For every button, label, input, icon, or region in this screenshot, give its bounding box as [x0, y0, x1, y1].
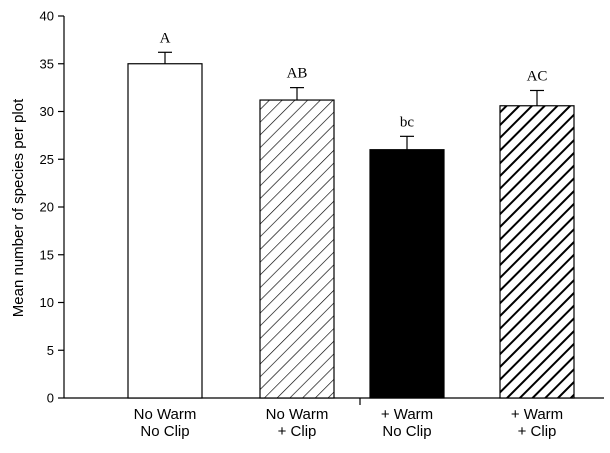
category-label: + Warm	[381, 406, 433, 423]
bar	[499, 105, 575, 399]
y-tick-label: 30	[40, 104, 54, 119]
significance-label: A	[160, 30, 171, 46]
category-label: + Clip	[278, 423, 317, 440]
category-label: No Clip	[140, 423, 189, 440]
bar-group: AC + Warm+ Clip	[499, 68, 575, 440]
y-tick-label: 40	[40, 9, 54, 24]
category-label: + Clip	[518, 423, 557, 440]
y-tick-label: 15	[40, 247, 54, 262]
significance-label: AB	[287, 66, 308, 82]
significance-label: bc	[400, 114, 415, 130]
category-label: No Warm	[266, 406, 329, 423]
y-tick-label: 20	[40, 200, 54, 215]
y-tick-label: 5	[47, 343, 54, 358]
y-tick-label: 0	[47, 391, 54, 406]
category-label: No Clip	[382, 423, 431, 440]
bar	[369, 149, 445, 399]
bar-group: AB No Warm+ Clip	[259, 66, 335, 440]
y-tick-label: 10	[40, 295, 54, 310]
category-label: + Warm	[511, 406, 563, 423]
bar	[259, 99, 335, 399]
category-label: No Warm	[134, 406, 197, 423]
significance-label: AC	[527, 68, 548, 84]
y-tick-label: 35	[40, 56, 54, 71]
y-axis-label: Mean number of species per plot	[10, 98, 27, 317]
y-tick-label: 25	[40, 152, 54, 167]
bar	[127, 63, 203, 399]
